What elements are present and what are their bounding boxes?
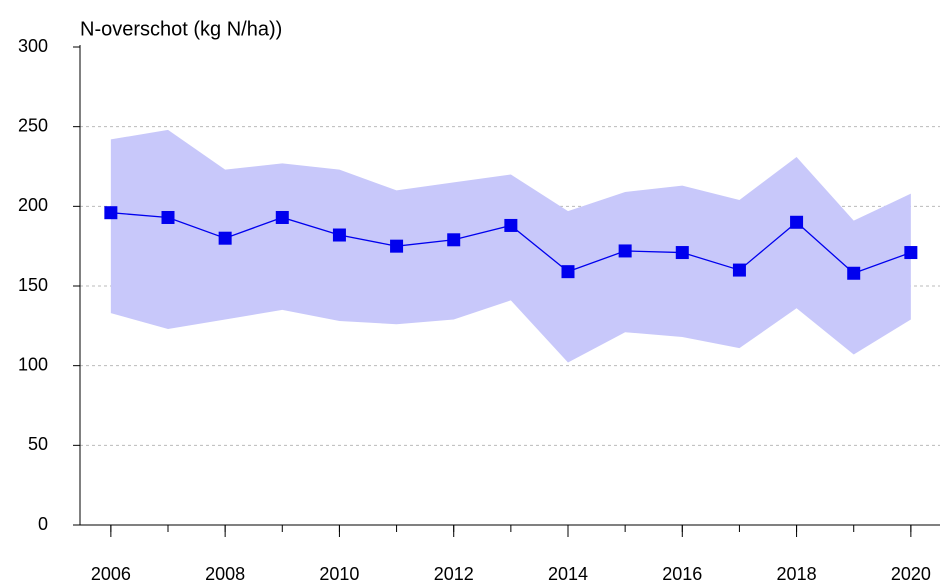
x-tick-label: 2006 <box>91 564 131 584</box>
marker <box>161 210 175 224</box>
y-tick-label: 300 <box>18 36 48 56</box>
chart-title: N-overschot (kg N/ha)) <box>80 18 282 40</box>
y-tick-label: 250 <box>18 115 48 135</box>
x-tick-label: 2016 <box>662 564 702 584</box>
x-tick-label: 2018 <box>777 564 817 584</box>
marker <box>847 266 861 280</box>
marker <box>904 246 918 260</box>
x-tick-label: 2014 <box>548 564 588 584</box>
y-tick-label: 100 <box>18 354 48 374</box>
marker <box>332 228 346 242</box>
marker <box>275 210 289 224</box>
y-tick-label: 0 <box>38 514 48 534</box>
y-tick-label: 200 <box>18 195 48 215</box>
marker <box>732 263 746 277</box>
marker <box>218 231 232 245</box>
x-tick-label: 2012 <box>434 564 474 584</box>
marker <box>390 239 404 253</box>
marker <box>561 265 575 279</box>
marker <box>790 215 804 229</box>
x-tick-label: 2010 <box>319 564 359 584</box>
marker <box>504 218 518 232</box>
marker <box>675 246 689 260</box>
x-tick-label: 2008 <box>205 564 245 584</box>
marker <box>447 233 461 247</box>
marker <box>104 206 118 220</box>
marker <box>618 244 632 258</box>
y-tick-label: 150 <box>18 275 48 295</box>
y-tick-label: 50 <box>28 434 48 454</box>
band <box>110 129 911 363</box>
x-tick-label: 2020 <box>891 564 931 584</box>
